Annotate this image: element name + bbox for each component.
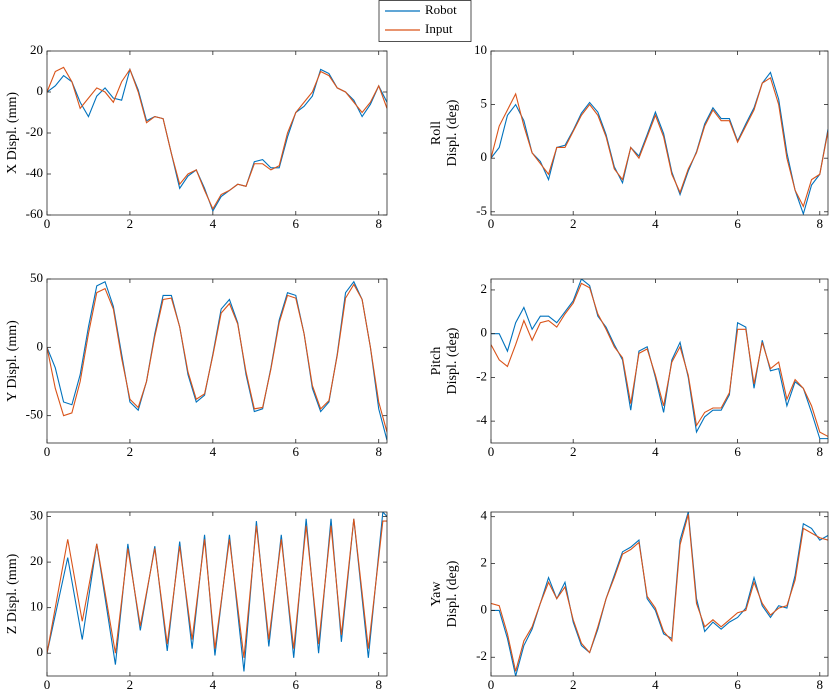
x-tick-label: 0 (44, 677, 51, 692)
y-tick-label: 0 (37, 338, 44, 353)
y-tick-label: 10 (30, 599, 43, 614)
x-tick-label: 6 (293, 216, 300, 231)
x-tick-label: 8 (817, 216, 824, 231)
x-tick-label: 4 (210, 216, 217, 231)
x-tick-label: 4 (210, 677, 217, 692)
x-tick-label: 4 (210, 444, 217, 459)
plot-area (47, 280, 387, 441)
y-tick-label: 0 (481, 601, 488, 616)
y-axis-label: Y Displ. (mm) (5, 320, 20, 402)
y-tick-label: 5 (481, 96, 488, 111)
y-tick-label: -20 (26, 124, 43, 139)
y-axis-label: Displ. (deg) (445, 327, 460, 394)
y-axis-label: Pitch (429, 347, 444, 376)
axes-box (490, 511, 829, 677)
y-tick-label: 0 (481, 325, 488, 340)
x-tick-label: 2 (127, 677, 134, 692)
x-tick-label: 4 (652, 444, 659, 459)
y-tick-label: -2 (476, 368, 487, 383)
x-tick-label: 0 (488, 444, 495, 459)
x-tick-label: 0 (488, 677, 495, 692)
x-tick-label: 4 (652, 677, 659, 692)
y-tick-label: 50 (30, 270, 43, 285)
legend-label: Input (425, 21, 453, 36)
axes-box (46, 511, 388, 677)
y-tick-label: -2 (476, 648, 487, 663)
plot-area (47, 66, 387, 213)
series-line (47, 67, 387, 213)
series-line (47, 66, 387, 211)
x-tick-label: 8 (375, 216, 382, 231)
x-tick-label: 6 (293, 444, 300, 459)
axes-box (490, 50, 829, 216)
x-tick-label: 6 (293, 677, 300, 692)
y-axis-label: Yaw (429, 581, 444, 607)
axes-box (46, 278, 388, 444)
x-tick-label: 6 (734, 677, 741, 692)
series-line (491, 71, 828, 215)
y-tick-label: 20 (30, 42, 43, 57)
plot-area (47, 512, 387, 672)
x-tick-label: 0 (44, 444, 51, 459)
x-tick-label: 8 (817, 444, 824, 459)
x-tick-label: 6 (734, 444, 741, 459)
axes-box (46, 50, 388, 216)
y-tick-label: 10 (474, 42, 487, 57)
series-line (491, 514, 828, 672)
x-tick-label: 8 (375, 677, 382, 692)
plot-area (491, 512, 828, 676)
legend-box (378, 0, 472, 42)
series-line (491, 512, 828, 676)
y-tick-label: -60 (26, 206, 43, 221)
y-tick-label: 0 (37, 644, 44, 659)
series-line (491, 76, 828, 208)
y-axis-label: Z Displ. (mm) (5, 553, 20, 634)
legend: Robot Input (378, 0, 472, 42)
y-axis-label: X Displ. (mm) (5, 92, 20, 174)
series-line (491, 282, 828, 437)
y-tick-label: 2 (481, 281, 488, 296)
y-axis-label: Roll (429, 121, 444, 145)
x-tick-label: 8 (817, 677, 824, 692)
y-tick-label: -5 (476, 203, 487, 218)
plot-area (491, 71, 828, 215)
y-tick-label: 4 (481, 508, 488, 523)
y-tick-label: 2 (481, 555, 488, 570)
y-tick-label: 0 (37, 83, 44, 98)
y-tick-label: 0 (481, 149, 488, 164)
x-tick-label: 2 (127, 444, 134, 459)
x-tick-label: 2 (570, 216, 577, 231)
plot-area (491, 279, 828, 440)
y-tick-label: -50 (26, 407, 43, 422)
x-tick-label: 2 (570, 677, 577, 692)
x-tick-label: 2 (570, 444, 577, 459)
series-line (47, 518, 387, 658)
x-tick-label: 0 (44, 216, 51, 231)
legend-label: Robot (425, 2, 457, 17)
x-tick-label: 4 (652, 216, 659, 231)
y-tick-label: 20 (30, 553, 43, 568)
series-line (491, 279, 828, 440)
x-tick-label: 0 (488, 216, 495, 231)
y-axis-label: Displ. (deg) (445, 99, 460, 166)
y-axis-label: Displ. (deg) (445, 560, 460, 627)
x-tick-label: 8 (375, 444, 382, 459)
y-tick-label: 30 (30, 508, 43, 523)
series-line (47, 512, 387, 672)
series-line (47, 283, 387, 433)
y-tick-label: -4 (476, 412, 487, 427)
y-tick-label: -40 (26, 165, 43, 180)
x-tick-label: 2 (127, 216, 134, 231)
axes-box (490, 278, 829, 444)
x-tick-label: 6 (734, 216, 741, 231)
